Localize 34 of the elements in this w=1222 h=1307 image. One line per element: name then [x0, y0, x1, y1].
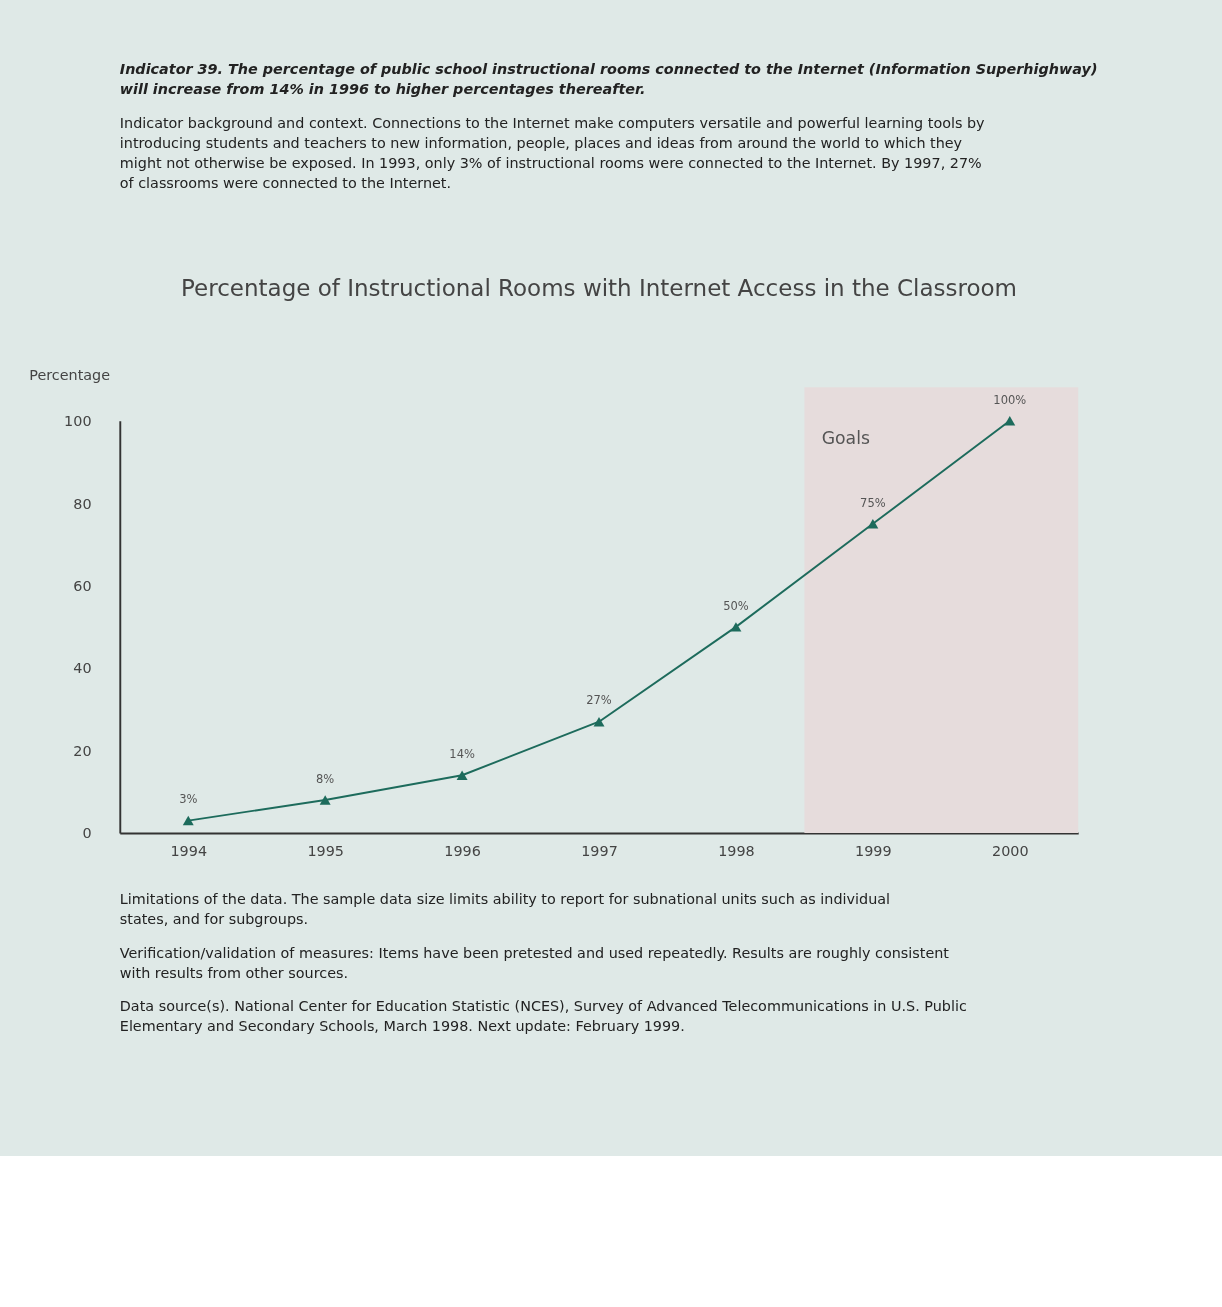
data-label: 50%: [723, 598, 749, 613]
point: [182, 815, 194, 826]
text: Indicator 39. The percentage of public school instructional rooms connected to the Internet (Information Superhighway) will increase from 14% in 1996 to higher percentages thereafter.: [119, 60, 1098, 97]
y-tick-label: 20: [73, 742, 92, 759]
data-label: 27%: [586, 693, 612, 708]
data-label: 75%: [860, 495, 886, 510]
y-tick-label: 40: [73, 660, 92, 677]
y-axis-title: Percentage: [29, 367, 111, 384]
point: [1004, 416, 1016, 426]
x-tick-label: 1994: [170, 843, 208, 860]
x-tick-label: 2000: [991, 843, 1029, 860]
text: Verification/validation of measures: Items have been pretested and used repeatedly. Results are roughly consistent with results from other sources.: [119, 944, 950, 981]
y-tick-label: 0: [82, 825, 92, 842]
x-tick-label: 1996: [444, 843, 481, 860]
x-tick-label: 1997: [581, 843, 618, 860]
x-tick-label: 1999: [855, 843, 892, 860]
text: Limitations of the data. The sample data size limits ability to report for subnational units such as individual states, and for subgroups.: [119, 890, 891, 927]
point: [319, 795, 331, 805]
point: [867, 519, 879, 529]
data-label: 8%: [316, 771, 335, 786]
x-tick-label: 1998: [718, 843, 755, 860]
chart-title: Percentage of Instructional Rooms with Internet Access in the Classroom: [181, 275, 1018, 302]
data-label: 3%: [179, 792, 198, 807]
data-label: 14%: [449, 746, 475, 761]
band-label: Goals: [821, 427, 870, 448]
data-label: 100%: [993, 392, 1027, 407]
point: [456, 770, 468, 780]
point: [730, 622, 742, 632]
source-note: Data source(s). National Center for Education Statistic (NCES), Survey of Advanced Telecommunications in U.S. Public Elementary and Secondary Schools, March 1998. Next update: February 1999.: [119, 998, 967, 1035]
y-tick-label: 80: [73, 495, 92, 512]
x-tick-label: 1995: [307, 843, 344, 860]
y-tick-label: 100: [64, 413, 92, 430]
text: Indicator background and context. Connections to the Internet make computers versatile and powerful learning tools by introducing students and teachers to new information, people, places and ideas from around the world to which they might not otherwise be exposed. In 1993, only 3% of instructional rooms were connected to the Internet. By 1997, 27% of classrooms were connected to the Internet.: [119, 114, 986, 191]
y-tick-label: 60: [73, 577, 92, 594]
